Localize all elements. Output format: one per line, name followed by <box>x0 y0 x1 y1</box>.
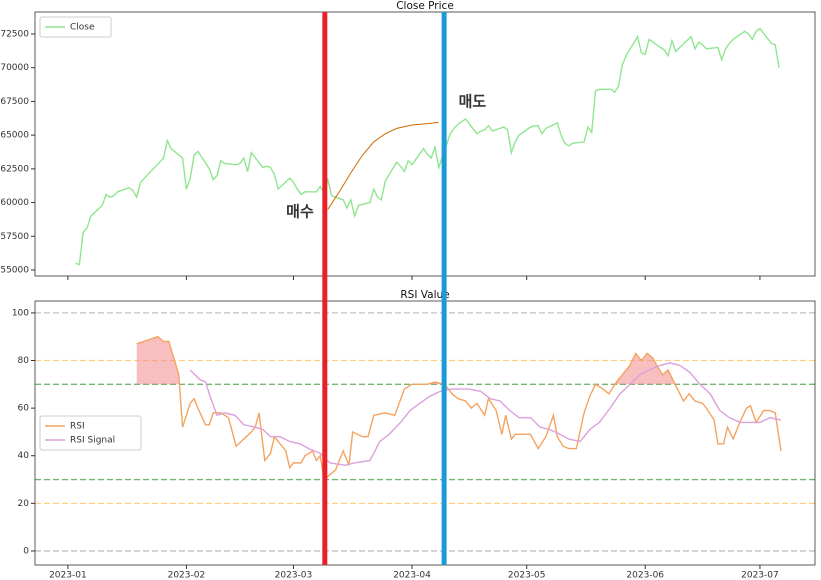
y-tick-label: 0 <box>23 546 29 556</box>
annotation: 매수 <box>286 203 314 221</box>
y-tick-label: 70000 <box>0 63 29 73</box>
plot-frame <box>34 11 816 277</box>
y-tick-label: 100 <box>12 308 29 318</box>
legend-label: Close <box>70 23 95 33</box>
x-tick-label: 2023-03 <box>275 571 313 580</box>
chart-title: Close Price <box>396 0 454 12</box>
y-tick-label: 67500 <box>0 97 29 107</box>
series-line <box>136 335 782 481</box>
y-tick-label: 62500 <box>0 164 29 174</box>
x-tick-label: 2023-01 <box>49 571 87 580</box>
x-tick-label: 2023-07 <box>741 571 779 580</box>
y-tick-label: 55000 <box>0 265 29 275</box>
y-tick-label: 20 <box>18 499 30 509</box>
y-tick-label: 40 <box>18 451 30 461</box>
y-tick-label: 60 <box>18 404 30 414</box>
y-tick-label: 72500 <box>0 29 29 39</box>
series-line <box>189 362 782 466</box>
legend-box <box>39 16 112 38</box>
legend-label: RSI Signal <box>70 436 115 446</box>
legend-label: RSI <box>70 422 85 432</box>
y-tick-label: 60000 <box>0 198 29 208</box>
y-tick-label: 65000 <box>0 131 29 141</box>
x-tick-label: 2023-05 <box>508 571 546 580</box>
x-tick-label: 2023-06 <box>626 571 664 580</box>
chart-title: RSI Value <box>400 289 449 301</box>
series-line <box>75 27 780 266</box>
x-tick-label: 2023-04 <box>393 571 431 580</box>
legend-box <box>39 415 142 451</box>
series-line <box>327 121 439 210</box>
y-tick-label: 80 <box>18 356 30 366</box>
plot-frame <box>34 300 816 566</box>
annotation: 매도 <box>459 92 487 110</box>
overbought-fill <box>136 336 781 385</box>
y-tick-label: 57500 <box>0 232 29 242</box>
x-tick-label: 2023-02 <box>168 571 206 580</box>
